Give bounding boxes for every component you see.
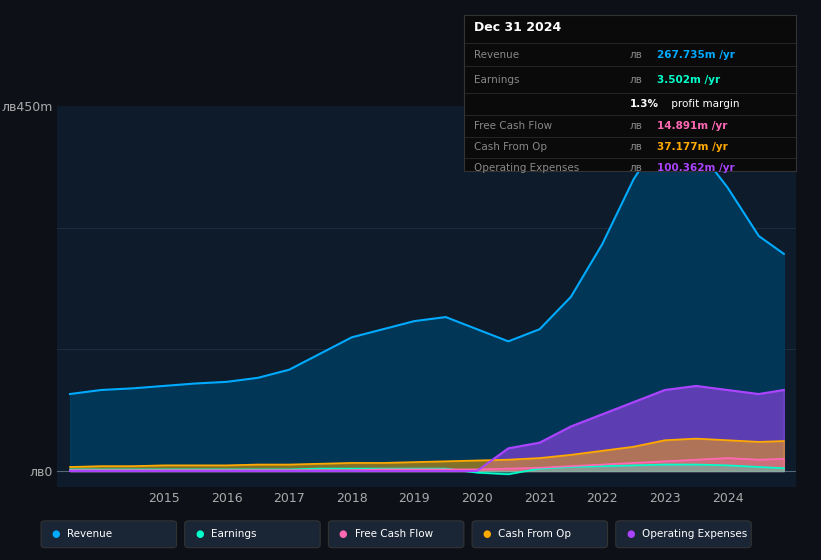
Text: Free Cash Flow: Free Cash Flow: [355, 529, 433, 539]
Text: лв: лв: [631, 120, 643, 130]
Text: 100.362m /yr: 100.362m /yr: [657, 163, 734, 172]
Text: Cash From Op: Cash From Op: [498, 529, 571, 539]
Text: ●: ●: [195, 529, 204, 539]
Text: 1.3%: 1.3%: [631, 99, 659, 109]
Text: Revenue: Revenue: [474, 50, 519, 60]
Text: Operating Expenses: Operating Expenses: [642, 529, 747, 539]
Text: 37.177m /yr: 37.177m /yr: [657, 142, 727, 152]
Text: Dec 31 2024: Dec 31 2024: [474, 21, 561, 34]
Text: 3.502m /yr: 3.502m /yr: [657, 74, 720, 85]
Text: profit margin: profit margin: [668, 99, 740, 109]
Text: лв: лв: [631, 50, 643, 60]
Text: лв: лв: [631, 163, 643, 172]
Text: Operating Expenses: Operating Expenses: [474, 163, 579, 172]
Text: Earnings: Earnings: [211, 529, 256, 539]
Text: лв: лв: [631, 74, 643, 85]
Text: 267.735m /yr: 267.735m /yr: [657, 50, 735, 60]
Text: ●: ●: [483, 529, 491, 539]
Text: ●: ●: [339, 529, 347, 539]
Text: ●: ●: [52, 529, 60, 539]
Text: ●: ●: [626, 529, 635, 539]
Text: Cash From Op: Cash From Op: [474, 142, 547, 152]
Text: Earnings: Earnings: [474, 74, 520, 85]
Text: Free Cash Flow: Free Cash Flow: [474, 120, 552, 130]
Text: лв: лв: [631, 142, 643, 152]
Text: 14.891m /yr: 14.891m /yr: [657, 120, 727, 130]
Text: Revenue: Revenue: [67, 529, 112, 539]
